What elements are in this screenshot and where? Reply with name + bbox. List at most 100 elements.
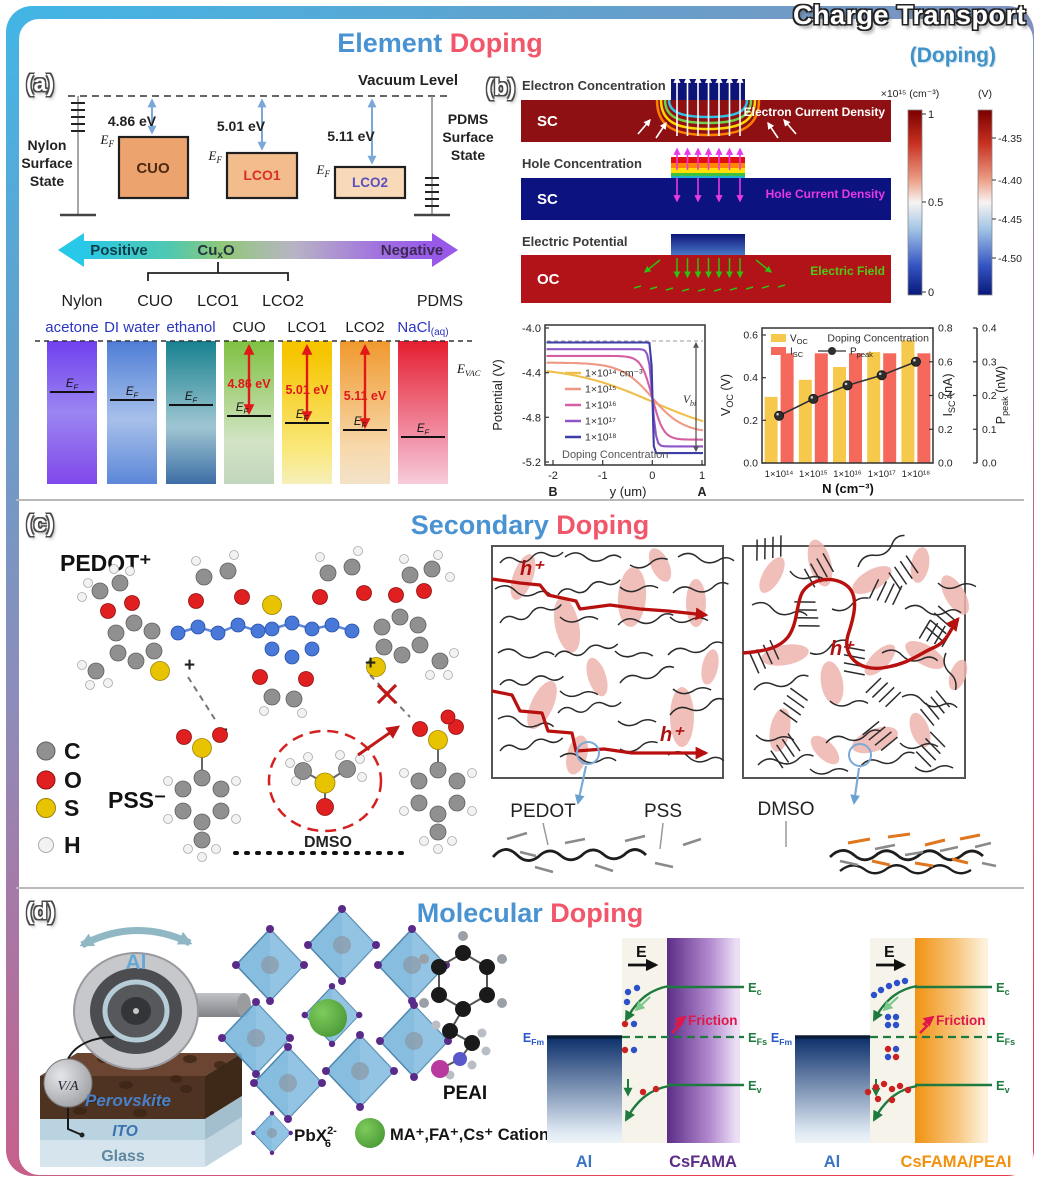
secondary-doping-header: Secondary Doping [410,510,650,540]
svg-text:0.6: 0.6 [938,356,953,368]
al-label-2: Al [824,1153,841,1171]
al-block-right [795,1037,870,1143]
svg-text:EF: EF [417,423,430,437]
electric-potential-title: Electric Potential [522,234,627,249]
svg-text:0.3: 0.3 [982,356,997,368]
column-ev-arrows: 4.86 eV 5.01 eV 5.11 eV [227,343,387,430]
efm-label-2: EFm [771,1031,793,1047]
zoom-arrow-2 [850,767,861,805]
svg-text:-4.45: -4.45 [998,214,1022,226]
svg-text:Nylon: Nylon [62,293,103,310]
electric-field-label: Electric Field [810,264,885,278]
svg-text:-4.4: -4.4 [522,368,541,380]
svg-text:EF: EF [66,378,79,392]
lco2-band-box [333,165,407,200]
friction-label-2: Friction [936,1013,986,1028]
svg-text:1×10¹⁵: 1×10¹⁵ [799,469,828,480]
lco2-box-label: LCO2 [352,175,388,190]
svg-text:1: 1 [699,470,705,482]
ionic-bond-dash-2 [369,674,411,718]
polarity-scale-arrow: Positive CuxO Negative [58,233,458,267]
friction-arrow-1 [671,1015,687,1034]
svg-text:LCO1: LCO1 [197,293,239,310]
friction-label-1: Friction [688,1013,738,1028]
panel-d-figure: Al V/A Perovskite ITO Glass PbX2-6 [40,904,1015,1171]
svg-text:H: H [64,832,81,858]
peai-label: PEAI [443,1083,487,1104]
pedot-chain-label: PEDOT [510,801,576,822]
svg-text:1×10¹⁴: 1×10¹⁴ [765,469,794,480]
ev-label-2: Ev [996,1078,1010,1095]
bar-x-categories: 1×10¹⁴ 1×10¹⁵ 1×10¹⁶ 1×10¹⁷ 1×10¹⁸ [765,469,931,480]
svg-text:EF: EF [296,409,309,423]
panel-c-label: (c) [26,510,55,536]
nitrogen-atom [453,1052,467,1066]
zoom-arrow-1 [574,765,588,805]
perovskite-label: Perovskite [85,1091,171,1110]
plus-sign-1: + [184,655,195,676]
lco2-column-ev: 5.11 eV [344,389,387,403]
band-diagram-csfama: E Friction Ec EFs Ev EFm Al CsFAMA [523,938,767,1171]
disc-axle [192,993,244,1017]
svg-text:LCO2: LCO2 [345,319,384,336]
ef-label-lco2: EF [316,162,331,179]
svg-text:-4.0: -4.0 [522,323,541,335]
svg-text:Surface: Surface [442,129,494,145]
svg-text:EF: EF [126,386,139,400]
svg-text:VOC: VOC [790,334,809,347]
bar-xlabel: N (cm⁻³) [822,481,874,496]
electron-concentration-title: Electron Concentration [522,78,666,93]
csfama-block [667,938,740,1143]
svg-text:0.4: 0.4 [743,372,758,384]
electron-concentration-strip: SC Electron Current Density [521,75,891,142]
peai-molecule: PEAI [419,931,507,1104]
wire-top [67,1036,115,1060]
svg-text:-4.8: -4.8 [522,412,541,424]
svg-text:0.0: 0.0 [743,458,758,470]
svg-text:O: O [64,767,82,793]
colorbar-pot-title: (V) [978,88,992,100]
hole-current-density-label: Hole Current Density [766,187,886,201]
potential-xlabel: y (um) [610,484,647,499]
endpoint-b-label: B [548,485,557,499]
ito-label: ITO [112,1123,138,1140]
cuxo-label: CuxO [197,242,235,261]
svg-text:1×10¹⁵: 1×10¹⁵ [585,384,617,396]
vbi-label: Vbi [683,394,696,408]
efield-label-1: E [636,944,647,961]
dmso-label: DMSO [304,834,352,851]
header-word-element: Element [337,28,443,58]
svg-text:-5.2: -5.2 [522,457,541,469]
al-block-left [547,1037,622,1143]
hole-concentration-title: Hole Concentration [522,156,642,171]
page-title: Charge Transport [792,0,1026,30]
hole-path-3 [742,577,960,671]
molecular-doping-header: Molecular Doping [416,898,644,928]
cuo-band-box [117,135,190,200]
lco1-ev-label: 5.01 eV [217,118,266,134]
column-name-labels: acetone DI water ethanol CUO LCO1 LCO2 N… [45,319,448,338]
band-diagram-csfama-peai: E Friction Ec EFs Ev EFm Al CsFAMA/PEAI [771,938,1015,1171]
svg-text:State: State [30,173,64,189]
svg-text:0.4: 0.4 [982,323,997,335]
vacuum-level-label: Vacuum Level [358,72,458,89]
negative-label: Negative [381,242,444,259]
al-disc-label: Al [126,951,147,974]
svg-text:PDMS: PDMS [448,111,488,127]
iodine-atom [431,1060,449,1078]
perovskite-crystal-structure: PbX2-6 MA⁺,FA⁺,Cs⁺ Cations [217,904,558,1156]
svg-text:Surface: Surface [21,155,73,171]
svg-text:0.5: 0.5 [928,197,943,209]
cuo-column-ev: 4.86 eV [227,377,271,391]
element-doping-header: Element Doping [240,28,640,59]
sc-label-2: SC [537,191,558,208]
chain-schematic-labels: PEDOT PSS DMSO [510,799,814,822]
evac-label: EVAC [456,361,481,378]
svg-text:CUO: CUO [232,319,265,336]
al-disc [73,952,199,1070]
bar-chart-title: Doping Concentration [827,333,929,345]
glass-label: Glass [101,1148,145,1165]
column-ef-labels: EF EF EF EF EF EF EF [66,378,430,437]
potential-x-ticks: -2 -1 0 1 [548,470,705,482]
